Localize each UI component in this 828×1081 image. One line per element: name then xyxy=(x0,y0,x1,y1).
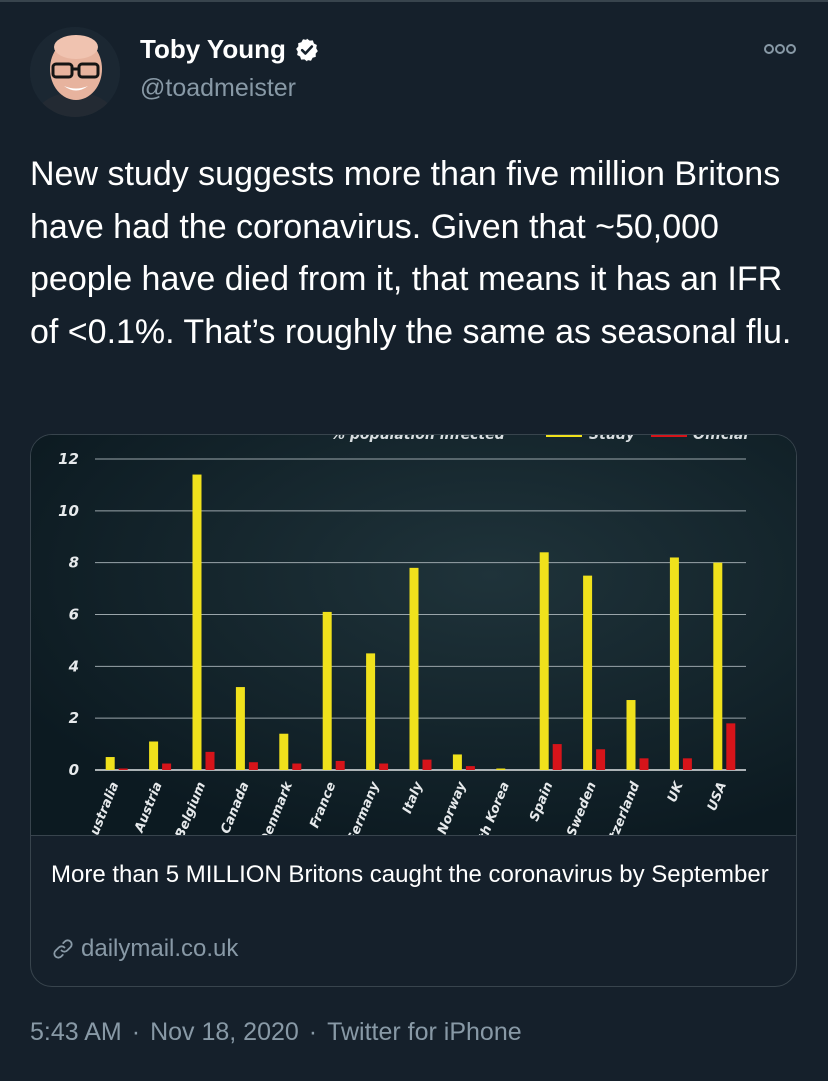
link-card[interactable]: % population infected Study Official 0 2 4… xyxy=(30,434,797,987)
bar-official xyxy=(335,760,345,770)
bar-study xyxy=(626,700,636,770)
bar-chart: % population infected Study Official 0 2 4… xyxy=(31,435,796,835)
bar-official xyxy=(552,744,562,770)
y-tick-label: 4 xyxy=(68,657,79,675)
bar-study xyxy=(322,611,332,770)
legend-label-study: Study xyxy=(589,435,636,443)
verified-badge-icon xyxy=(296,38,318,61)
top-divider xyxy=(0,0,828,2)
author-row[interactable]: Toby Young xyxy=(140,34,320,65)
card-title[interactable]: More than 5 MILLION Britons caught the c… xyxy=(51,861,769,888)
bar-study xyxy=(713,562,723,770)
y-tick-label: 12 xyxy=(58,450,79,468)
legend-label-official: Official xyxy=(693,435,748,443)
y-tick-label: 2 xyxy=(69,709,79,727)
bar-study xyxy=(583,575,593,770)
more-options-icon xyxy=(764,44,796,54)
card-domain-row[interactable]: dailymail.co.uk xyxy=(51,935,238,963)
tweet-time[interactable]: 5:43 AM xyxy=(30,1018,122,1046)
tweet-meta: 5:43 AM · Nov 18, 2020 · Twitter for iPh… xyxy=(30,1018,522,1047)
bar-official xyxy=(118,768,128,770)
legend-swatch-study xyxy=(546,435,582,437)
card-divider xyxy=(31,835,796,836)
bar-official xyxy=(248,762,258,770)
profile-photo-icon xyxy=(30,27,120,117)
bar-official xyxy=(162,763,172,770)
bar-study xyxy=(279,733,289,770)
y-tick-label: 8 xyxy=(69,554,79,572)
bar-study xyxy=(496,768,506,770)
avatar[interactable] xyxy=(30,27,120,117)
bar-study xyxy=(409,567,419,770)
bar-official xyxy=(379,763,389,770)
y-tick-label: 6 xyxy=(69,606,79,624)
bar-study xyxy=(366,653,376,770)
link-icon xyxy=(53,939,73,959)
bar-official xyxy=(596,749,606,770)
meta-separator: · xyxy=(131,1018,141,1046)
bar-official xyxy=(682,758,692,770)
tweet-source[interactable]: Twitter for iPhone xyxy=(327,1018,522,1046)
more-options-button[interactable] xyxy=(763,40,797,58)
bar-official xyxy=(422,759,432,770)
y-tick-label: 10 xyxy=(58,502,79,520)
meta-separator: · xyxy=(308,1018,318,1046)
bar-study xyxy=(192,474,202,770)
y-tick-label: 0 xyxy=(69,761,79,779)
tweet-text: New study suggests more than five millio… xyxy=(30,155,792,351)
x-tick-label: UK xyxy=(665,779,687,805)
bar-study xyxy=(539,552,549,770)
author-name[interactable]: Toby Young xyxy=(140,34,286,64)
tweet-date[interactable]: Nov 18, 2020 xyxy=(150,1018,299,1046)
card-image: % population infected Study Official 0 2 4… xyxy=(31,435,796,835)
legend-title: % population infected xyxy=(331,435,506,443)
bar-official xyxy=(292,763,302,770)
bar-official xyxy=(205,751,215,770)
bar-official xyxy=(465,766,475,770)
author-handle[interactable]: @toadmeister xyxy=(140,74,296,102)
bar-study xyxy=(452,754,462,770)
bar-study xyxy=(669,557,679,770)
legend-swatch-official xyxy=(651,435,687,437)
bar-official xyxy=(639,758,649,770)
bar-official xyxy=(726,723,736,770)
card-domain: dailymail.co.uk xyxy=(81,935,239,962)
bar-study xyxy=(235,687,245,770)
bar-study xyxy=(105,757,115,770)
bar-study xyxy=(149,741,159,770)
